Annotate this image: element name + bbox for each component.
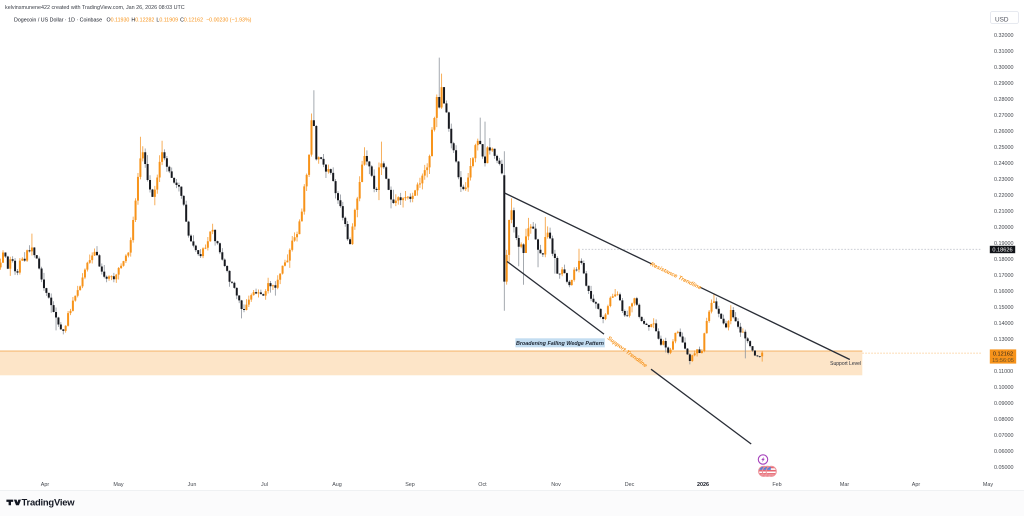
svg-text:Broadening Falling Wedge Patte: Broadening Falling Wedge Pattern bbox=[516, 341, 605, 347]
svg-text:0.15000: 0.15000 bbox=[994, 305, 1014, 311]
svg-text:0.30000: 0.30000 bbox=[994, 65, 1014, 71]
svg-text:Jul: Jul bbox=[261, 482, 268, 488]
svg-text:Feb: Feb bbox=[772, 482, 781, 488]
svg-text:Apr: Apr bbox=[41, 482, 50, 488]
svg-text:0.24000: 0.24000 bbox=[994, 161, 1014, 167]
svg-text:0.21000: 0.21000 bbox=[994, 209, 1014, 215]
svg-text:kelvinsmunene422 created with: kelvinsmunene422 created with TradingVie… bbox=[5, 5, 185, 11]
svg-text:May: May bbox=[983, 482, 993, 488]
svg-text:USD: USD bbox=[995, 16, 1009, 23]
svg-text:0.16000: 0.16000 bbox=[994, 289, 1014, 295]
svg-text:Apr: Apr bbox=[912, 482, 921, 488]
svg-text:0.12162: 0.12162 bbox=[993, 351, 1013, 357]
svg-text:May: May bbox=[113, 482, 123, 488]
svg-text:0.18626: 0.18626 bbox=[992, 248, 1012, 254]
svg-text:0.17000: 0.17000 bbox=[994, 273, 1014, 279]
svg-text:Aug: Aug bbox=[332, 482, 342, 488]
svg-text:0.29000: 0.29000 bbox=[994, 81, 1014, 87]
svg-text:Mar: Mar bbox=[840, 482, 849, 488]
svg-text:0.06000: 0.06000 bbox=[994, 449, 1014, 455]
svg-text:0.10000: 0.10000 bbox=[994, 385, 1014, 391]
svg-text:Jun: Jun bbox=[188, 482, 197, 488]
svg-text:0.18000: 0.18000 bbox=[994, 257, 1014, 263]
svg-text:0.31000: 0.31000 bbox=[994, 49, 1014, 55]
svg-text:0.07000: 0.07000 bbox=[994, 433, 1014, 439]
svg-text:2026: 2026 bbox=[697, 482, 709, 488]
svg-text:0.19000: 0.19000 bbox=[994, 241, 1014, 247]
svg-text:0.23000: 0.23000 bbox=[994, 177, 1014, 183]
svg-text:0.22000: 0.22000 bbox=[994, 193, 1014, 199]
svg-text:0.28000: 0.28000 bbox=[994, 97, 1014, 103]
svg-text:0.13000: 0.13000 bbox=[994, 337, 1014, 343]
svg-text:Dec: Dec bbox=[625, 482, 635, 488]
svg-text:0.05000: 0.05000 bbox=[994, 465, 1014, 471]
svg-text:0.27000: 0.27000 bbox=[994, 113, 1014, 119]
svg-text:Nov: Nov bbox=[551, 482, 561, 488]
svg-text:0.32000: 0.32000 bbox=[994, 33, 1014, 39]
svg-text:0.25000: 0.25000 bbox=[994, 145, 1014, 151]
svg-text:15:56:05: 15:56:05 bbox=[992, 358, 1014, 364]
svg-text:0.08000: 0.08000 bbox=[994, 417, 1014, 423]
svg-text:0.20000: 0.20000 bbox=[994, 225, 1014, 231]
svg-text:0.14000: 0.14000 bbox=[994, 321, 1014, 327]
svg-text:Oct: Oct bbox=[478, 482, 487, 488]
svg-text:Dogecoin / US Dollar · 1D · Co: Dogecoin / US Dollar · 1D · Coinbase O0.… bbox=[14, 17, 252, 23]
svg-text:Support Level: Support Level bbox=[830, 361, 861, 367]
svg-text:0.09000: 0.09000 bbox=[994, 401, 1014, 407]
svg-text:0.26000: 0.26000 bbox=[994, 129, 1014, 135]
svg-text:0.11000: 0.11000 bbox=[994, 369, 1013, 375]
svg-text:Sep: Sep bbox=[405, 482, 415, 488]
svg-text:TradingView: TradingView bbox=[22, 497, 76, 508]
